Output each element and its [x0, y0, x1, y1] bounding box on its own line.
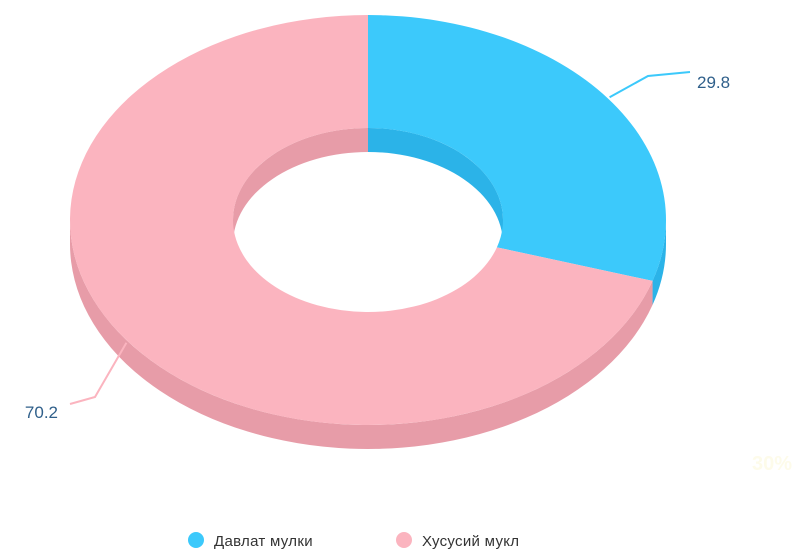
- legend-item-1[interactable]: Хусусий мукл: [396, 532, 519, 550]
- leader-line-1: [69, 342, 128, 405]
- leader-line-0: [609, 71, 691, 99]
- slice-inner-wall-1: [233, 128, 368, 244]
- slice-inner-wall-0: [368, 128, 503, 244]
- legend-marker-0: [188, 532, 204, 548]
- legend-label-1: Хусусий мукл: [422, 533, 519, 550]
- slice-side-0: [652, 220, 666, 305]
- data-label-1: 70.2: [25, 403, 58, 422]
- legend: Давлат мулки Хусусий мукл: [188, 532, 519, 550]
- slice-1[interactable]: [69, 15, 653, 425]
- legend-marker-1: [396, 532, 412, 548]
- legend-label-0: Давлат мулки: [214, 533, 313, 550]
- watermark: 30%: [752, 453, 792, 475]
- legend-item-0[interactable]: Давлат мулки: [188, 532, 313, 550]
- data-label-0: 29.8: [697, 73, 730, 92]
- slice-0[interactable]: [368, 15, 666, 281]
